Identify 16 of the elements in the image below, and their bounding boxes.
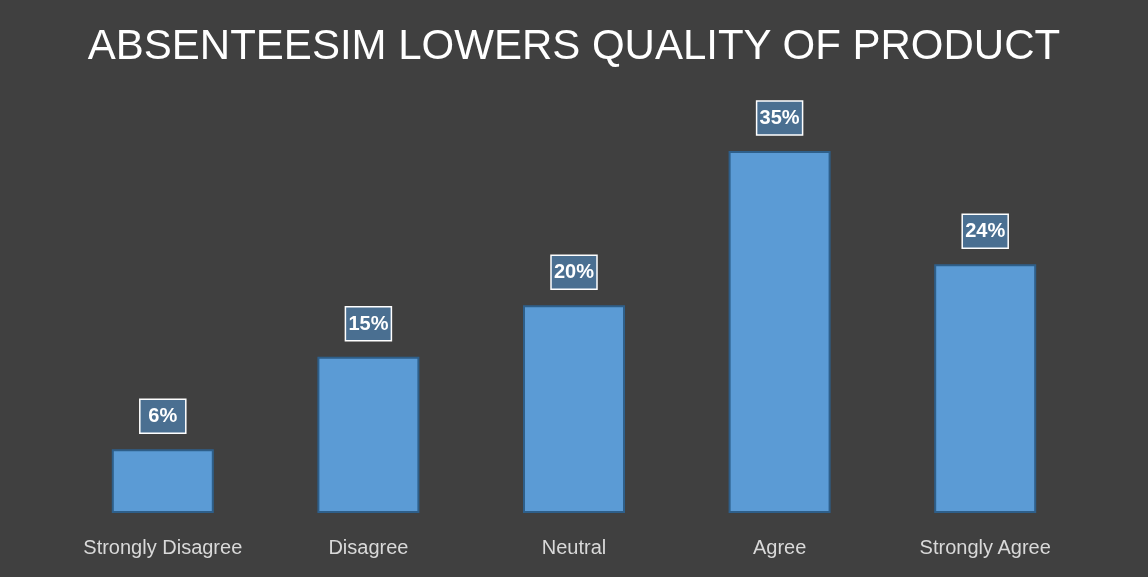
bar <box>111 449 214 513</box>
bar <box>523 305 625 513</box>
chart-title: ABSENTEESIM LOWERS QUALITY OF PRODUCT <box>87 21 1061 68</box>
bar <box>728 151 831 513</box>
data-label: 20% <box>553 260 595 283</box>
x-tick-label: Strongly Agree <box>919 535 1051 558</box>
data-label: 15% <box>348 311 389 334</box>
bar <box>934 264 1037 513</box>
x-tick-label: Disagree <box>328 535 409 558</box>
data-label: 6% <box>148 404 178 427</box>
x-tick-label: Neutral <box>541 535 607 558</box>
x-tick-label: Agree <box>752 535 807 558</box>
bar <box>317 356 420 513</box>
data-label: 24% <box>965 219 1006 242</box>
x-tick-label: Strongly Disagree <box>83 535 243 558</box>
data-label: 35% <box>759 106 800 128</box>
